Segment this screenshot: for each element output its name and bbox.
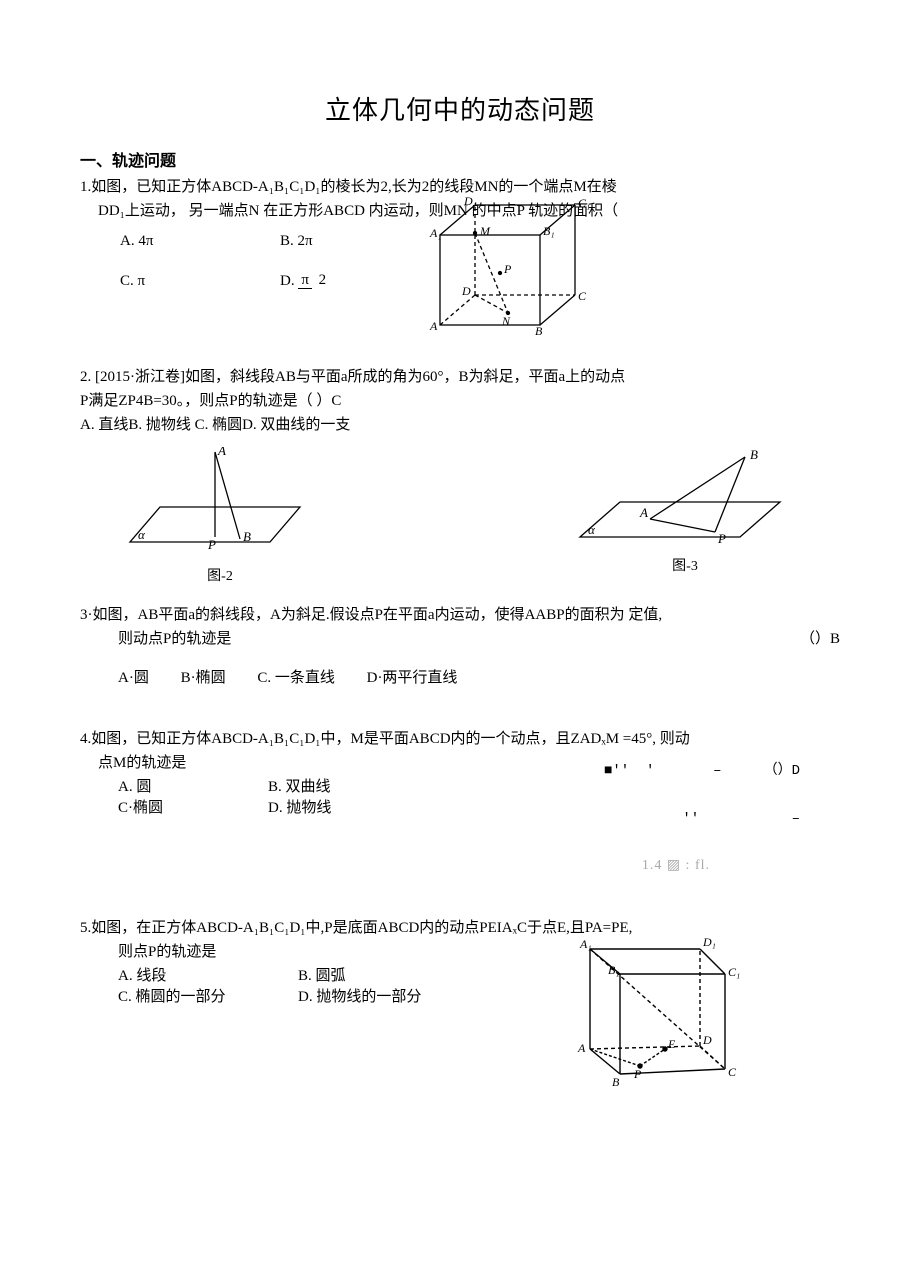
q3-optD: D·两平行直线	[367, 670, 458, 686]
q5-optD: D. 抛物线的一部分	[298, 985, 478, 1006]
question-2: 2. [2015·浙江卷]如图，斜线段AB与平面a所成的角为60°，B为斜足，平…	[80, 365, 840, 585]
q3-line2-text: 则动点P的轨迹是	[118, 631, 231, 647]
q3-options: A·圆 B·椭圆 C. 一条直线 D·两平行直线	[80, 666, 840, 687]
q4-mark1: ■'' ' –	[604, 763, 722, 779]
q2-caption-2: 图-2	[120, 565, 320, 585]
svg-text:A₁: A₁	[429, 226, 442, 240]
svg-text:D: D	[702, 1033, 712, 1047]
q4-optC: C·椭圆	[118, 796, 268, 817]
q2-line2: P满足ZP4B=30。，则点P的轨迹是（ ）C	[80, 389, 840, 413]
svg-text:C: C	[728, 1065, 737, 1079]
svg-text:D₁: D₁	[702, 935, 716, 949]
svg-text:α: α	[138, 527, 146, 542]
q1-options: A. 4π B. 2π C. π D. π 2	[120, 221, 329, 301]
q4-watermark: 1.4 ▨ : fl.	[642, 857, 710, 874]
q3-answer: （）B	[800, 627, 840, 651]
q4-mark2: '' –	[604, 811, 800, 827]
q4-answer: （）D	[764, 763, 800, 779]
q4-right-marks: ■'' ' – （）D '' –	[604, 727, 800, 859]
svg-text:A: A	[577, 1041, 586, 1055]
q2-figure-2: A B P α 图-2	[120, 447, 320, 585]
q4-line2-text: 点M的轨迹是	[98, 755, 186, 771]
svg-text:P: P	[633, 1067, 642, 1081]
q5-optC: C. 椭圆的一部分	[118, 985, 298, 1006]
q3-line1: 3·如图，AB平面a的斜线段，A为斜足.假设点P在平面a内运动，使得AABP的面…	[80, 603, 840, 627]
svg-text:B: B	[750, 447, 758, 462]
svg-text:C₁: C₁	[728, 965, 740, 979]
q2-caption-3: 图-3	[570, 555, 800, 575]
question-1: 1.如图，已知正方体ABCD-A₁B₁C₁D₁的棱长为2,长为2的线段MN的一个…	[80, 175, 840, 335]
section-heading: 一、轨迹问题	[80, 147, 840, 171]
q1-cube-diagram: A B C D A₁ B₁ C₁ D₁ M N P	[420, 195, 600, 345]
svg-text:P: P	[503, 262, 512, 276]
svg-text:C₁: C₁	[578, 196, 590, 210]
fraction-num: π	[298, 273, 312, 289]
q3-line2: 则动点P的轨迹是 （）B	[80, 627, 840, 651]
q3-optC: C. 一条直线	[257, 670, 335, 686]
q2-line1: 2. [2015·浙江卷]如图，斜线段AB与平面a所成的角为60°，B为斜足，平…	[80, 365, 840, 389]
q5-optA: A. 线段	[118, 964, 298, 985]
svg-text:D₁: D₁	[463, 195, 477, 208]
q1-optA: A. 4π	[120, 233, 280, 250]
svg-text:P: P	[207, 537, 216, 552]
svg-text:B: B	[612, 1075, 620, 1089]
svg-text:M: M	[479, 224, 491, 238]
q4-optD: D. 抛物线	[268, 796, 331, 817]
svg-text:B₁: B₁	[543, 224, 555, 238]
q1-optD-prefix: D.	[280, 273, 295, 290]
svg-text:N: N	[501, 314, 511, 328]
svg-text:P: P	[717, 531, 726, 546]
svg-text:B₁: B₁	[608, 963, 620, 977]
q1-optD: D. π 2	[280, 273, 329, 290]
q4-optA: A. 圆	[118, 775, 268, 796]
q5-optB: B. 圆弧	[298, 964, 478, 985]
page-title: 立体几何中的动态问题	[80, 90, 840, 127]
svg-text:C: C	[578, 289, 587, 303]
q3-optA: A·圆	[118, 670, 149, 686]
svg-text:B: B	[243, 529, 251, 544]
q4-optB: B. 双曲线	[268, 775, 331, 796]
svg-text:A₁: A₁	[579, 937, 592, 951]
svg-text:α: α	[588, 522, 596, 537]
fraction-icon: π 2	[298, 273, 329, 289]
svg-text:A: A	[429, 319, 438, 333]
question-5: 5.如图，在正方体ABCD-A₁B₁C₁D₁中,P是底面ABCD内的动点PEIA…	[80, 916, 840, 1106]
q1-optB: B. 2π	[280, 233, 313, 250]
q2-figure-3: A B P α 图-3	[570, 447, 800, 585]
svg-text:D: D	[461, 284, 471, 298]
q5-cube-diagram: A₁ D₁ B₁ C₁ A D B C E P	[570, 934, 740, 1099]
svg-text:E: E	[667, 1037, 676, 1051]
svg-text:B: B	[535, 324, 543, 338]
fraction-den: 2	[316, 273, 330, 288]
question-4: 4.如图，已知正方体ABCD-A₁B₁C₁D₁中，M是平面ABCD内的一个动点，…	[80, 727, 840, 892]
q2-opts: A. 直线B. 抛物线 C. 椭圆D. 双曲线的一支	[80, 413, 840, 437]
q1-optC: C. π	[120, 273, 280, 290]
svg-text:A: A	[639, 505, 648, 520]
question-3: 3·如图，AB平面a的斜线段，A为斜足.假设点P在平面a内运动，使得AABP的面…	[80, 603, 840, 687]
svg-text:A: A	[217, 447, 226, 458]
q3-optB: B·椭圆	[181, 670, 226, 686]
